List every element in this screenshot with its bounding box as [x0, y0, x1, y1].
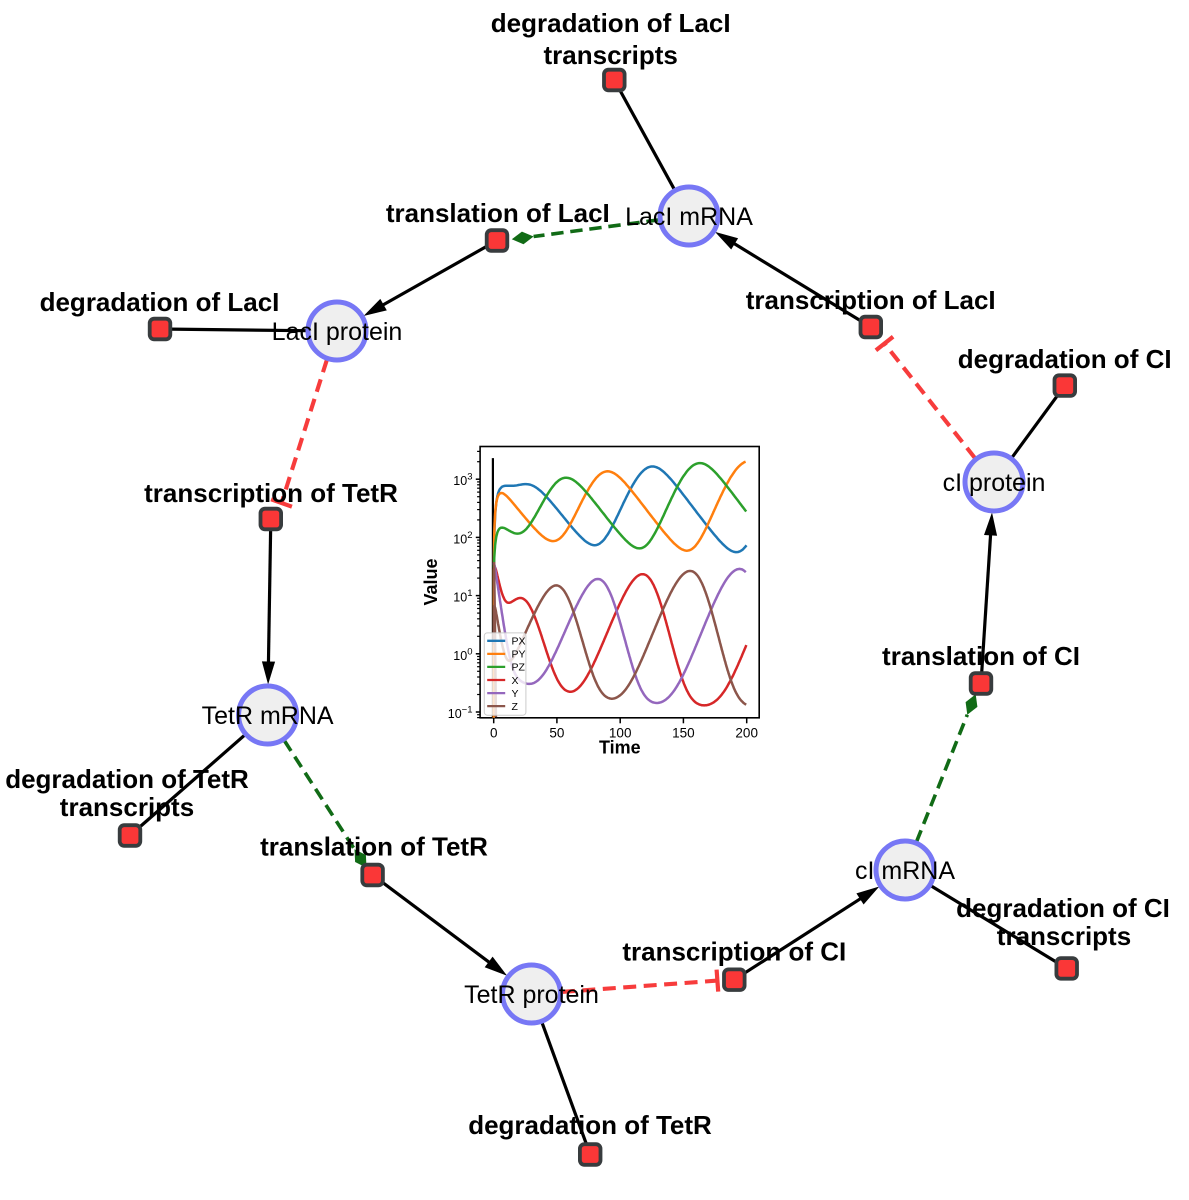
svg-text:0: 0 [490, 725, 498, 740]
svg-text:degradation of CI: degradation of CI [958, 344, 1172, 374]
svg-text:150: 150 [672, 725, 695, 740]
svg-text:PX: PX [512, 636, 526, 648]
svg-text:transcripts: transcripts [60, 792, 194, 822]
svg-text:transcripts: transcripts [997, 921, 1131, 951]
svg-text:50: 50 [549, 725, 564, 740]
svg-text:transcription of TetR: transcription of TetR [144, 478, 398, 508]
svg-text:Y: Y [512, 688, 519, 700]
svg-text:translation of CI: translation of CI [882, 641, 1080, 671]
svg-text:translation of TetR: translation of TetR [260, 832, 488, 862]
svg-text:degradation of CI: degradation of CI [956, 893, 1170, 923]
svg-text:TetR protein: TetR protein [464, 981, 599, 1009]
svg-text:Time: Time [599, 738, 641, 758]
svg-text:degradation of TetR: degradation of TetR [5, 764, 249, 794]
svg-text:cI mRNA: cI mRNA [855, 857, 955, 885]
svg-text:translation of LacI: translation of LacI [386, 198, 610, 228]
svg-text:LacI mRNA: LacI mRNA [625, 203, 753, 231]
svg-text:degradation of TetR: degradation of TetR [468, 1110, 712, 1140]
svg-text:degradation of LacI: degradation of LacI [40, 287, 280, 317]
svg-text:cI protein: cI protein [943, 469, 1046, 497]
svg-text:degradation of LacI: degradation of LacI [491, 8, 731, 38]
svg-text:200: 200 [735, 725, 758, 740]
svg-text:Value: Value [421, 558, 441, 605]
svg-text:TetR mRNA: TetR mRNA [202, 702, 334, 730]
svg-text:Z: Z [512, 701, 519, 713]
svg-text:LacI protein: LacI protein [272, 318, 403, 346]
svg-text:PZ: PZ [512, 662, 526, 674]
svg-text:100: 100 [609, 725, 632, 740]
svg-text:X: X [512, 675, 519, 687]
svg-text:transcripts: transcripts [544, 40, 678, 70]
svg-text:transcription of LacI: transcription of LacI [746, 285, 996, 315]
svg-text:PY: PY [512, 649, 526, 661]
svg-text:transcription of CI: transcription of CI [622, 937, 846, 967]
